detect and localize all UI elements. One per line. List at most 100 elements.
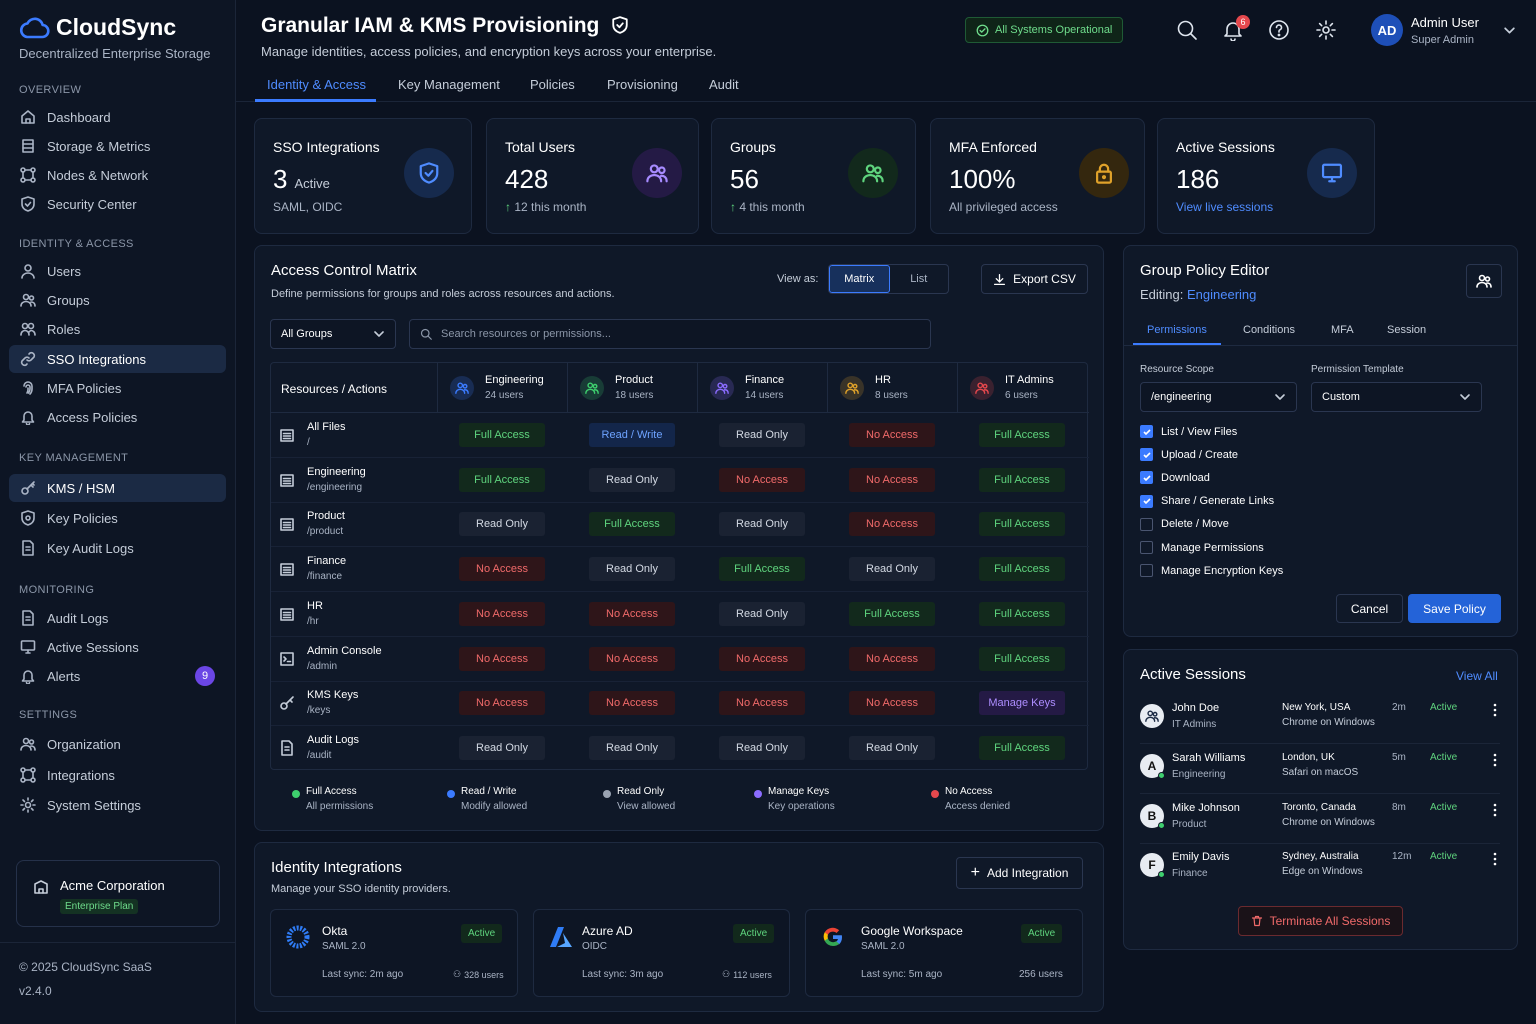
add-integration-button[interactable]: + Add Integration: [956, 857, 1083, 889]
group-column-header[interactable]: Finance 14 users: [697, 363, 827, 413]
sidebar-item-mfa-policies[interactable]: MFA Policies: [9, 374, 226, 402]
sidebar-item-audit-logs[interactable]: Audit Logs: [9, 604, 226, 632]
group-column-header[interactable]: Engineering 24 users: [437, 363, 567, 413]
permission-cell[interactable]: Read / Write: [589, 423, 675, 447]
system-status-badge[interactable]: All Systems Operational: [965, 17, 1124, 43]
permission-cell[interactable]: Full Access: [459, 423, 545, 447]
permission-cell[interactable]: Full Access: [849, 601, 935, 626]
permission-cell[interactable]: Read Only: [589, 467, 675, 492]
permission-cell[interactable]: No Access: [459, 557, 545, 582]
permission-cell[interactable]: Read Only: [589, 735, 675, 760]
permission-cell[interactable]: No Access: [849, 423, 935, 447]
permission-cell[interactable]: Read Only: [589, 557, 675, 582]
tab-session[interactable]: Session: [1387, 324, 1427, 336]
cancel-button[interactable]: Cancel: [1336, 594, 1403, 623]
resource-scope-select[interactable]: /engineering: [1140, 382, 1297, 412]
group-members-button[interactable]: [1466, 264, 1502, 298]
permission-cell[interactable]: No Access: [719, 646, 805, 671]
more-vertical-icon[interactable]: [1490, 851, 1500, 867]
permission-cell[interactable]: Read Only: [849, 557, 935, 582]
sidebar-item-integrations[interactable]: Integrations: [9, 761, 226, 789]
permission-cell[interactable]: Full Access: [979, 423, 1065, 447]
sidebar-item-storage[interactable]: Storage & Metrics: [9, 132, 226, 160]
permission-cell[interactable]: No Access: [849, 467, 935, 492]
session-row[interactable]: John Doe IT Admins New York, USA Chrome on …: [1140, 696, 1500, 744]
view-live-sessions-link[interactable]: View live sessions: [1176, 200, 1274, 214]
permission-cell[interactable]: Full Access: [979, 467, 1065, 492]
permission-checkbox[interactable]: Delete / Move: [1140, 517, 1229, 531]
permission-cell[interactable]: Manage Keys: [979, 691, 1065, 716]
permission-cell[interactable]: No Access: [459, 646, 545, 671]
permission-cell[interactable]: Read Only: [719, 423, 805, 447]
help-icon[interactable]: [1268, 19, 1290, 41]
search-icon[interactable]: [1176, 19, 1198, 41]
session-row[interactable]: F Emily Davis Finance Sydney, Australia Edge…: [1140, 845, 1500, 893]
export-csv-button[interactable]: Export CSV: [981, 264, 1088, 294]
sidebar-item-nodes[interactable]: Nodes & Network: [9, 161, 226, 189]
permission-cell[interactable]: Full Access: [979, 512, 1065, 537]
view-all-link[interactable]: View All: [1456, 669, 1498, 683]
sidebar-item-groups[interactable]: Groups: [9, 286, 226, 314]
view-matrix-button[interactable]: Matrix: [829, 265, 890, 293]
integration-card-azure[interactable]: Azure AD OIDC Active Last sync: 3m ago ⚇…: [533, 909, 790, 997]
sidebar-item-dashboard[interactable]: Dashboard: [9, 103, 226, 131]
user-avatar[interactable]: AD: [1371, 14, 1403, 46]
organization-card[interactable]: Acme Corporation Enterprise Plan: [16, 860, 220, 927]
terminate-all-sessions-button[interactable]: Terminate All Sessions: [1238, 906, 1403, 936]
tab-permissions[interactable]: Permissions: [1147, 324, 1207, 336]
tab-audit[interactable]: Audit: [709, 77, 739, 92]
group-column-header[interactable]: IT Admins 6 users: [957, 363, 1087, 413]
more-vertical-icon[interactable]: [1490, 802, 1500, 818]
editing-group-link[interactable]: Engineering: [1187, 287, 1257, 302]
permission-checkbox[interactable]: Manage Permissions: [1140, 541, 1264, 554]
chevron-down-icon[interactable]: [1503, 24, 1516, 37]
integration-card-google[interactable]: Google Workspace SAML 2.0 Active Last sy…: [805, 909, 1083, 997]
brand[interactable]: CloudSync: [18, 14, 176, 41]
stat-card-groups[interactable]: Groups 56 ↑ 4 this month: [711, 118, 916, 234]
permission-checkbox[interactable]: List / View Files: [1140, 425, 1237, 438]
tab-key-management[interactable]: Key Management: [398, 77, 500, 92]
permission-cell[interactable]: No Access: [589, 691, 675, 716]
permission-cell[interactable]: Full Access: [979, 735, 1065, 760]
session-row[interactable]: B Mike Johnson Product Toronto, Canada Chrom…: [1140, 796, 1500, 844]
sidebar-item-organization[interactable]: Organization: [9, 730, 226, 758]
resource-search-input[interactable]: Search resources or permissions...: [409, 319, 931, 349]
permission-cell[interactable]: Full Access: [979, 601, 1065, 626]
permission-cell[interactable]: No Access: [849, 691, 935, 716]
permission-cell[interactable]: No Access: [719, 691, 805, 716]
group-column-header[interactable]: Product 18 users: [567, 363, 697, 413]
stat-card-mfa[interactable]: MFA Enforced 100% All privileged access: [930, 118, 1145, 234]
session-row[interactable]: A Sarah Williams Engineering London, UK Safa…: [1140, 746, 1500, 794]
stat-card-users[interactable]: Total Users 428 ↑ 12 this month: [486, 118, 699, 234]
user-name[interactable]: Admin User: [1411, 15, 1479, 30]
sidebar-item-key-policies[interactable]: Key Policies: [9, 504, 226, 532]
permission-cell[interactable]: Full Access: [589, 512, 675, 537]
permission-cell[interactable]: No Access: [589, 601, 675, 626]
permission-cell[interactable]: No Access: [849, 646, 935, 671]
tab-identity-access[interactable]: Identity & Access: [267, 77, 366, 92]
permission-template-select[interactable]: Custom: [1311, 382, 1482, 412]
group-filter-select[interactable]: All Groups: [270, 319, 396, 349]
more-vertical-icon[interactable]: [1490, 752, 1500, 768]
view-list-button[interactable]: List: [910, 273, 928, 285]
permission-checkbox[interactable]: Share / Generate Links: [1140, 494, 1274, 508]
permission-cell[interactable]: Full Access: [979, 557, 1065, 582]
tab-mfa[interactable]: MFA: [1331, 324, 1354, 336]
tab-conditions[interactable]: Conditions: [1243, 324, 1295, 336]
sidebar-item-alerts[interactable]: Alerts 9: [9, 662, 226, 690]
bell-icon[interactable]: [1222, 19, 1244, 41]
gear-icon[interactable]: [1315, 19, 1337, 41]
sidebar-item-access-policies[interactable]: Access Policies: [9, 403, 226, 431]
permission-cell[interactable]: Read Only: [719, 601, 805, 626]
sidebar-item-roles[interactable]: Roles: [9, 315, 226, 343]
tab-provisioning[interactable]: Provisioning: [607, 77, 678, 92]
permission-cell[interactable]: No Access: [849, 512, 935, 537]
group-column-header[interactable]: HR 8 users: [827, 363, 957, 413]
permission-cell[interactable]: No Access: [589, 646, 675, 671]
permission-checkbox[interactable]: Manage Encryption Keys: [1140, 564, 1283, 578]
stat-card-sessions[interactable]: Active Sessions 186 View live sessions: [1157, 118, 1375, 234]
permission-cell[interactable]: Full Access: [719, 557, 805, 582]
permission-cell[interactable]: Read Only: [459, 512, 545, 537]
sidebar-item-kms-hsm[interactable]: KMS / HSM: [9, 474, 226, 502]
permission-cell[interactable]: Full Access: [459, 467, 545, 492]
